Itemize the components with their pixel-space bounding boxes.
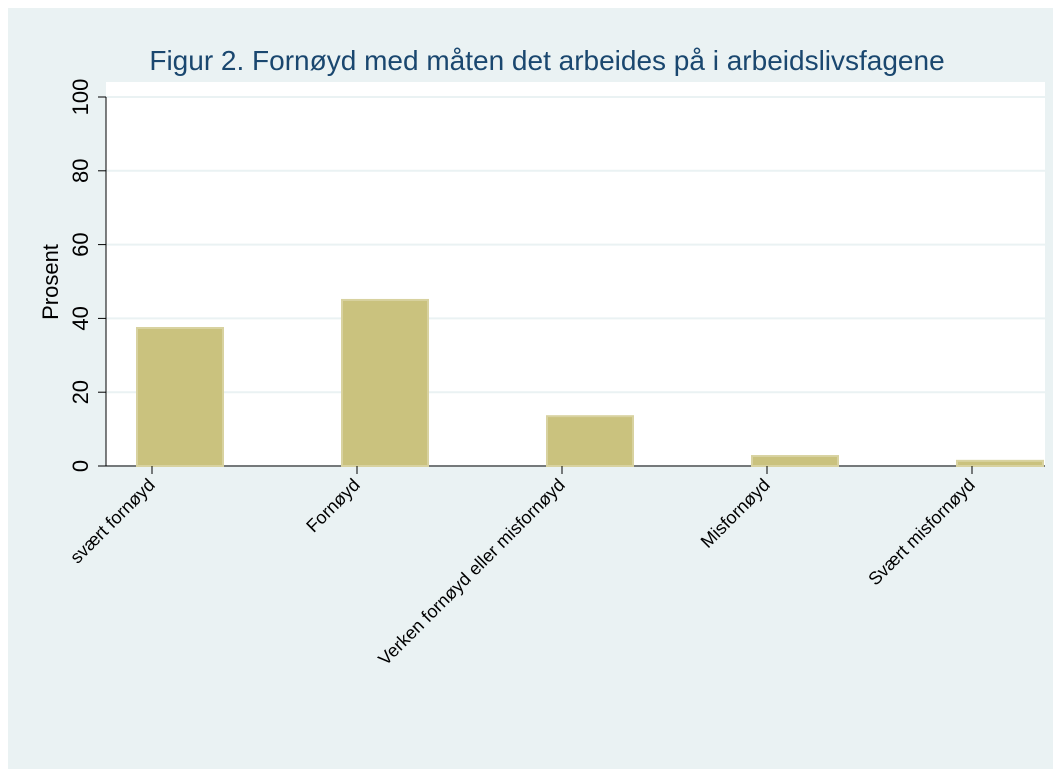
plot-area [106, 82, 1045, 466]
bar [956, 459, 1044, 468]
bar [546, 415, 634, 467]
y-tick-label: 100 [68, 79, 93, 116]
bar [341, 298, 429, 468]
y-tick-label: 60 [68, 232, 93, 256]
y-tick-label: 80 [68, 159, 93, 183]
bar [136, 326, 224, 467]
y-axis-label: Prosent [38, 244, 63, 320]
y-tick-label: 40 [68, 306, 93, 330]
bar [751, 455, 839, 467]
chart-title: Figur 2. Fornøyd med måten det arbeides … [149, 45, 944, 76]
y-tick-label: 20 [68, 380, 93, 404]
y-tick-label: 0 [68, 460, 93, 472]
